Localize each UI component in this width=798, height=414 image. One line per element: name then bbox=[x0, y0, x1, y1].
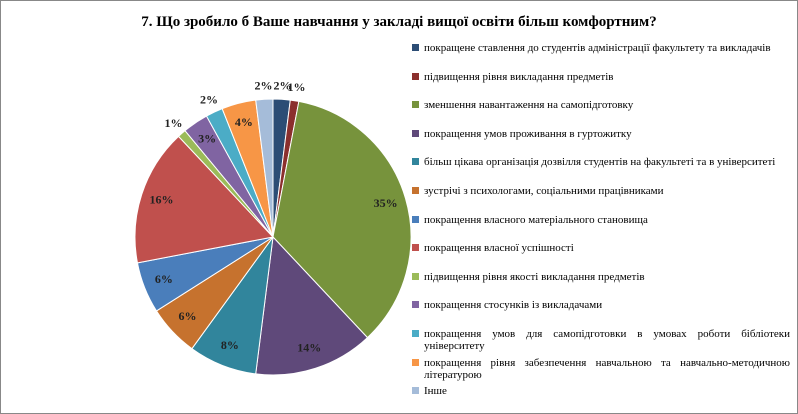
legend-item: покращення рівня забезпечення навчальною… bbox=[412, 357, 790, 381]
pie-slice bbox=[255, 235, 369, 376]
legend-swatch bbox=[412, 158, 419, 166]
pie-slice bbox=[134, 135, 274, 264]
chart-title: 7. Що зробило б Ваше навчання у закладі … bbox=[141, 14, 657, 30]
legend-swatch bbox=[412, 387, 419, 395]
legend-text: покращене ставлення до студентів адмініс… bbox=[424, 42, 771, 54]
legend-text: покращення стосунків із викладачами bbox=[424, 299, 603, 312]
data-label: 2% bbox=[200, 93, 218, 107]
legend-swatch bbox=[412, 72, 419, 80]
legend-swatch bbox=[412, 244, 419, 252]
legend-text: підвищення рівня викладання предметів bbox=[424, 70, 614, 83]
legend-swatch bbox=[412, 129, 419, 137]
pie-slice bbox=[255, 98, 274, 238]
data-label: 1% bbox=[165, 116, 183, 130]
legend-swatch bbox=[412, 272, 419, 280]
legend-item: покращення власної успішності bbox=[412, 242, 790, 254]
legend-item: більш цікава організація дозвілля студен… bbox=[412, 156, 790, 168]
pie-slice bbox=[272, 100, 412, 339]
data-label: 8% bbox=[221, 338, 239, 352]
legend-swatch bbox=[412, 101, 419, 109]
legend-swatch bbox=[412, 358, 419, 366]
legend-item: підвищення рівня викладання предметів bbox=[412, 71, 790, 83]
legend-text: покращення власного матеріального станов… bbox=[424, 213, 648, 226]
legend-text: покращення умов для самопідготовки в умо… bbox=[424, 328, 790, 352]
legend-swatch bbox=[412, 187, 419, 194]
data-label: 14% bbox=[297, 340, 321, 354]
legend-text: покращення умов проживання в гуртожитку bbox=[424, 127, 632, 140]
legend-item: покращення власного матеріального станов… bbox=[412, 214, 790, 226]
data-label: 4% bbox=[235, 115, 253, 129]
legend-item: підвищення рівня якості викладання предм… bbox=[412, 271, 790, 283]
legend-swatch bbox=[412, 44, 419, 51]
legend-text: більш цікава організація дозвілля студен… bbox=[424, 156, 776, 169]
legend-item: зменшення навантаження на самопідготовку bbox=[412, 99, 790, 111]
legend-item: покращення стосунків із викладачами bbox=[412, 299, 790, 311]
legend-item: зустрічі з психологами, соціальними прац… bbox=[412, 185, 790, 197]
data-label: 35% bbox=[374, 196, 398, 210]
data-label: 2% bbox=[273, 79, 291, 93]
legend-text: Інше bbox=[424, 385, 447, 398]
legend-item: покращення умов проживання в гуртожитку bbox=[412, 128, 790, 140]
data-label: 3% bbox=[198, 132, 216, 146]
data-label: 1% bbox=[288, 80, 306, 94]
legend-swatch bbox=[412, 215, 419, 223]
data-label: 16% bbox=[149, 193, 173, 207]
legend-swatch bbox=[412, 301, 419, 309]
legend-text: зменшення навантаження на самопідготовку bbox=[424, 99, 634, 112]
legend-item: покращення умов для самопідготовки в умо… bbox=[412, 328, 790, 352]
legend-text: зустрічі з психологами, соціальними прац… bbox=[424, 185, 664, 197]
legend-text: покращення рівня забезпечення навчальною… bbox=[424, 356, 790, 381]
legend-text: покращення власної успішності bbox=[424, 242, 574, 255]
legend-swatch bbox=[412, 330, 419, 337]
data-label: 2% bbox=[255, 79, 273, 93]
data-label: 6% bbox=[178, 309, 196, 323]
legend-item: покращене ставлення до студентів адмініс… bbox=[412, 42, 790, 54]
data-label: 6% bbox=[155, 272, 173, 286]
legend-item: Інше bbox=[412, 385, 790, 397]
legend-text: підвищення рівня якості викладання предм… bbox=[424, 270, 645, 283]
